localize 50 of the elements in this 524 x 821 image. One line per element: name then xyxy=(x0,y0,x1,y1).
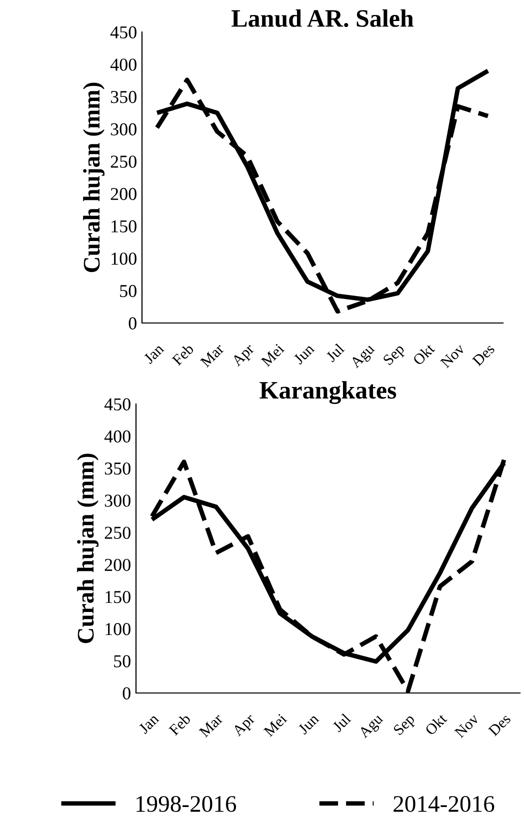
x-tick-label: Jul xyxy=(332,712,352,732)
x-tick-label: Feb xyxy=(171,342,194,366)
x-tick-label: Apr xyxy=(232,712,258,739)
x-tick-label: Mei xyxy=(260,342,285,368)
y-tick-label: 0 xyxy=(128,317,136,330)
y-tick-label: 250 xyxy=(110,156,136,168)
x-tick-label: Jan xyxy=(138,713,160,734)
x-tick-label: Mei xyxy=(263,712,288,738)
x-tick-label: Agu xyxy=(349,342,378,371)
y-tick-label: 300 xyxy=(104,494,130,507)
x-tick-label: Des xyxy=(488,713,512,737)
x-tick-label: Nov xyxy=(440,342,466,368)
y-axis-title: Curah hujan (mm) xyxy=(77,454,98,644)
y-axis-title: Curah hujan (mm) xyxy=(83,82,104,272)
x-tick-label: Des xyxy=(472,343,496,367)
y-tick-label: 50 xyxy=(114,655,130,668)
y-tick-label: 0 xyxy=(122,687,130,700)
chart-title: Karangkates xyxy=(260,381,396,404)
x-tick-label: Feb xyxy=(168,712,192,736)
x-tick-label: Agu xyxy=(358,712,386,741)
y-tick-label: 400 xyxy=(110,58,136,71)
y-tick-label: 450 xyxy=(110,26,136,38)
y-tick-label: 200 xyxy=(104,558,130,571)
y-tick-label: 50 xyxy=(120,284,136,298)
y-tick-label: 100 xyxy=(106,623,130,636)
x-tick-label: Jul xyxy=(325,342,345,362)
y-tick-label: 250 xyxy=(104,526,130,539)
y-tick-label: 300 xyxy=(110,123,136,136)
legend-label: 1998-2016 xyxy=(136,796,236,812)
chart-title: Lanud AR. Saleh xyxy=(232,9,414,28)
y-tick-label: 350 xyxy=(110,90,136,104)
x-tick-label: Okt xyxy=(412,342,436,366)
y-tick-label: 350 xyxy=(104,462,130,475)
x-tick-label: Jan xyxy=(143,343,164,364)
y-tick-label: 450 xyxy=(104,398,130,410)
x-tick-label: Nov xyxy=(454,712,480,738)
x-tick-label: Apr xyxy=(230,342,257,369)
y-tick-label: 400 xyxy=(104,430,130,443)
x-tick-label: Mar xyxy=(200,342,225,368)
y-tick-label: 150 xyxy=(112,220,136,232)
x-tick-label: Sep xyxy=(382,343,408,368)
x-tick-label: Jun xyxy=(298,713,320,735)
x-tick-label: Sep xyxy=(392,713,418,738)
legend-label: 2014-2016 xyxy=(394,796,494,812)
x-tick-label: Jun xyxy=(293,343,315,365)
y-tick-label: 200 xyxy=(110,188,136,200)
y-tick-label: 150 xyxy=(106,590,130,604)
x-tick-label: Mar xyxy=(198,712,224,738)
x-tick-label: Okt xyxy=(424,712,448,736)
y-tick-label: 100 xyxy=(112,252,136,265)
